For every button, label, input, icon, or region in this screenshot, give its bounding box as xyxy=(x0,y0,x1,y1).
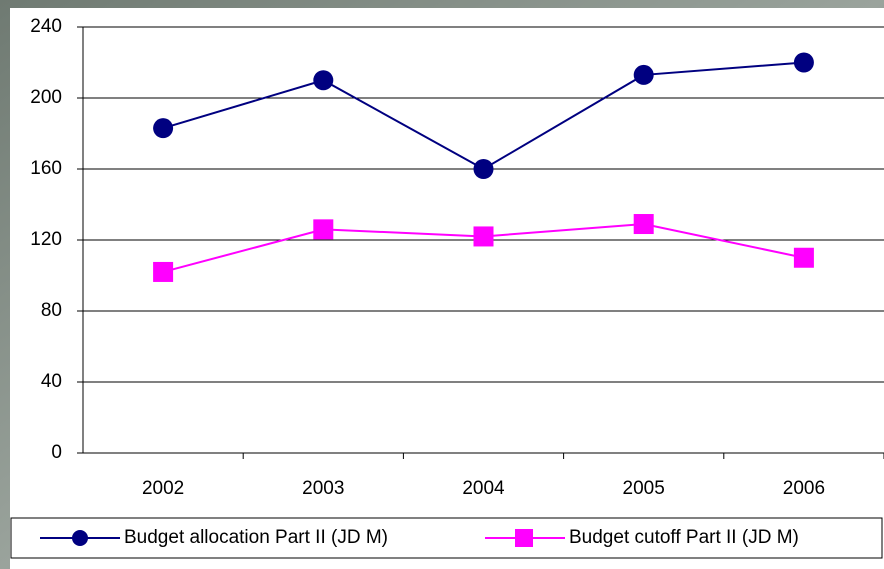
point xyxy=(153,118,174,139)
y-tick-label: 160 xyxy=(30,158,62,179)
point xyxy=(313,70,334,91)
y-tick-label: 200 xyxy=(30,87,62,108)
y-tick-label: 80 xyxy=(41,300,62,321)
point xyxy=(793,52,814,73)
point xyxy=(153,261,174,282)
point xyxy=(473,159,494,179)
point xyxy=(633,64,654,85)
legend-box xyxy=(10,517,883,559)
x-tick-label: 2003 xyxy=(302,478,344,499)
x-tick-label: 2004 xyxy=(462,478,505,499)
point xyxy=(793,247,814,268)
point xyxy=(473,226,494,247)
legend-marker xyxy=(515,529,533,547)
y-tick-label: 240 xyxy=(30,16,62,37)
y-tick-label: 0 xyxy=(51,442,62,463)
x-tick-label: 2002 xyxy=(142,478,184,499)
x-tick-label: 2005 xyxy=(623,478,665,499)
legend-label: Budget cutoff Part II (JD M) xyxy=(569,527,799,548)
y-tick-label: 40 xyxy=(41,371,62,392)
legend-label: Budget allocation Part II (JD M) xyxy=(124,527,388,548)
chart-area xyxy=(10,8,884,569)
point xyxy=(313,219,334,240)
point xyxy=(633,214,654,235)
y-tick-label: 120 xyxy=(30,229,62,250)
legend-marker xyxy=(72,530,88,546)
x-tick-label: 2006 xyxy=(783,478,825,499)
